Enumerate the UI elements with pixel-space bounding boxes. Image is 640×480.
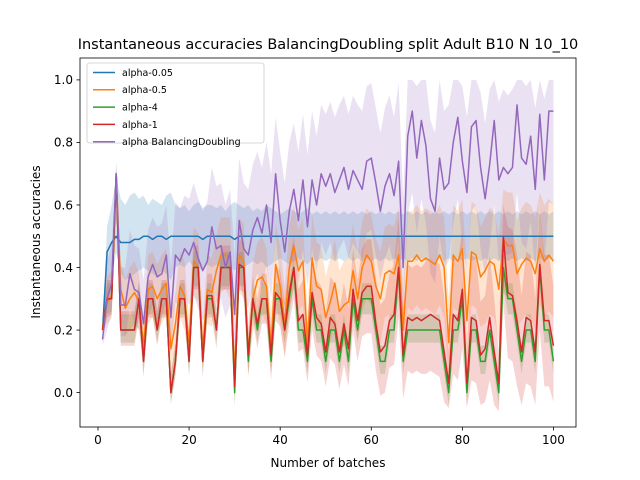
legend-box bbox=[86, 62, 265, 144]
series-line-alpha-1 bbox=[101, 172, 555, 394]
chart-title: Instantaneous accuracies BalancingDoubli… bbox=[78, 37, 579, 53]
series-line-alpha-balancingdoubling bbox=[101, 104, 554, 340]
legend-label-alpha-4: alpha-4 bbox=[122, 103, 158, 114]
y-axis-ticks: 0.0 0.2 0.4 0.6 0.8 1.0 bbox=[54, 73, 80, 400]
band-alpha-0-05 bbox=[102, 176, 554, 340]
y-tick-label: 0.4 bbox=[54, 261, 73, 275]
legend-label-alpha-0-05: alpha-0.05 bbox=[122, 68, 173, 79]
band-alpha-balancingdoubling bbox=[102, 79, 554, 359]
plot-frame bbox=[79, 57, 577, 428]
x-tick-label: 0 bbox=[94, 433, 102, 447]
y-axis-label: Instantaneous accuracies bbox=[29, 165, 43, 318]
band-alpha-0-5 bbox=[102, 167, 554, 390]
x-tick-label: 80 bbox=[455, 433, 470, 447]
band-alpha-4 bbox=[102, 164, 554, 409]
series-line-alpha-0-05 bbox=[101, 235, 554, 331]
legend-label-alpha-balancingdoubling: alpha BalancingDoubling bbox=[122, 137, 241, 148]
x-axis-ticks: 0 20 40 60 80 100 bbox=[94, 427, 565, 447]
x-tick-label: 20 bbox=[181, 433, 196, 447]
x-tick-label: 100 bbox=[542, 433, 565, 447]
legend: alpha-0.05 alpha-0.5 alpha-4 alpha-1 alpha B… bbox=[86, 62, 265, 148]
confidence-bands bbox=[102, 79, 554, 412]
series-line-alpha-0-5 bbox=[101, 172, 555, 375]
y-tick-label: 0.8 bbox=[54, 136, 73, 150]
x-tick-label: 60 bbox=[364, 433, 379, 447]
y-tick-label: 1.0 bbox=[54, 73, 73, 87]
y-tick-label: 0.6 bbox=[54, 198, 73, 212]
y-tick-label: 0.0 bbox=[54, 386, 73, 400]
legend-label-alpha-1: alpha-1 bbox=[122, 120, 158, 131]
band-alpha-1 bbox=[102, 170, 554, 412]
x-tick-label: 40 bbox=[273, 433, 288, 447]
legend-label-alpha-0-5: alpha-0.5 bbox=[122, 85, 167, 96]
x-axis-label: Number of batches bbox=[271, 456, 386, 470]
series-lines bbox=[101, 104, 555, 394]
y-tick-label: 0.2 bbox=[54, 323, 73, 337]
